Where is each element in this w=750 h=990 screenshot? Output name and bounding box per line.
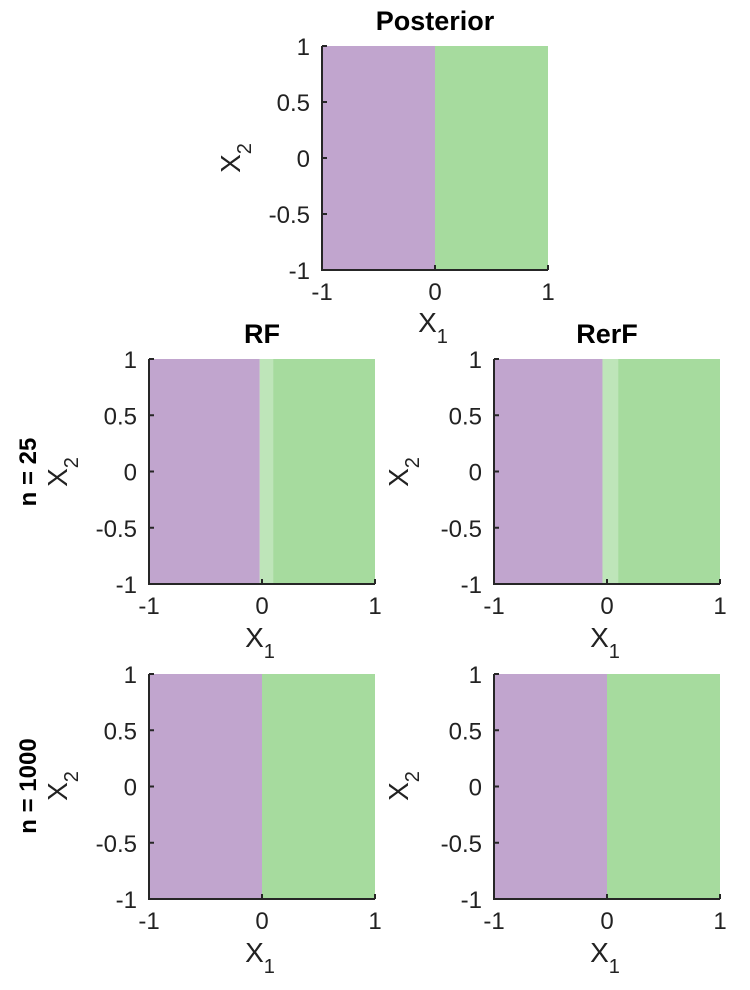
x-tick-label: 0 bbox=[600, 908, 613, 935]
y-tick-label: 1 bbox=[297, 34, 310, 61]
y-tick-label: -0.5 bbox=[441, 516, 482, 543]
y-tick-label: -1 bbox=[461, 887, 482, 914]
x-tick-label: 1 bbox=[368, 908, 381, 935]
panel-0: 1 0.5 0 -0.5 -1-1 0 1 bbox=[269, 34, 555, 306]
region-class-b bbox=[607, 674, 720, 899]
panel-title: RerF bbox=[576, 319, 638, 349]
x-tick-label: 1 bbox=[713, 593, 726, 620]
y-axis-label: X2 bbox=[215, 143, 256, 173]
x-tick-label: -1 bbox=[138, 593, 159, 620]
y-tick-label: -1 bbox=[461, 572, 482, 599]
region-class-b bbox=[435, 46, 548, 270]
y-tick-label: 1 bbox=[124, 347, 137, 374]
panel-3: 1 0.5 0 -0.5 -1-1 0 1 bbox=[96, 662, 382, 935]
panel-1: 1 0.5 0 -0.5 -1-1 0 1 bbox=[96, 347, 382, 620]
x-tick-label: 1 bbox=[713, 908, 726, 935]
y-tick-label: 0.5 bbox=[449, 718, 482, 745]
region-class-b bbox=[259, 359, 375, 584]
y-tick-label: 1 bbox=[469, 662, 482, 689]
x-axis-label: X1 bbox=[245, 622, 275, 663]
y-tick-label: 0 bbox=[124, 460, 137, 487]
y-axis-label: X2 bbox=[383, 771, 424, 801]
region-class-a bbox=[322, 46, 435, 270]
region-class-b bbox=[262, 674, 375, 899]
y-axis-label: X2 bbox=[383, 457, 424, 487]
uncertain-band bbox=[602, 359, 619, 584]
y-tick-label: 0 bbox=[124, 775, 137, 802]
y-tick-label: -1 bbox=[289, 258, 310, 285]
x-axis-label: X1 bbox=[418, 307, 448, 348]
y-tick-label: -0.5 bbox=[96, 516, 137, 543]
uncertain-band bbox=[259, 359, 274, 584]
y-tick-label: 0 bbox=[297, 146, 310, 173]
x-tick-label: -1 bbox=[138, 908, 159, 935]
region-class-a bbox=[494, 359, 603, 584]
x-tick-label: 1 bbox=[541, 279, 554, 306]
y-tick-label: 0.5 bbox=[104, 718, 137, 745]
x-tick-label: 0 bbox=[600, 593, 613, 620]
region-class-a bbox=[149, 674, 262, 899]
y-tick-label: -0.5 bbox=[269, 202, 310, 229]
x-axis-label: X1 bbox=[590, 937, 620, 978]
panel-4: 1 0.5 0 -0.5 -1-1 0 1 bbox=[441, 662, 727, 935]
region-class-b bbox=[602, 359, 720, 584]
y-tick-label: 1 bbox=[469, 347, 482, 374]
panel-title: Posterior bbox=[376, 6, 495, 36]
x-tick-label: 0 bbox=[428, 279, 441, 306]
y-tick-label: -0.5 bbox=[96, 831, 137, 858]
y-tick-label: 0.5 bbox=[104, 403, 137, 430]
x-tick-label: -1 bbox=[483, 908, 504, 935]
row-label-n1000: n = 1000 bbox=[15, 738, 42, 833]
y-axis-label: X2 bbox=[42, 771, 83, 801]
x-tick-label: -1 bbox=[483, 593, 504, 620]
panel-2: 1 0.5 0 -0.5 -1-1 0 1 bbox=[441, 347, 727, 620]
y-tick-label: -1 bbox=[116, 572, 137, 599]
x-tick-label: 1 bbox=[368, 593, 381, 620]
y-tick-label: 0.5 bbox=[449, 403, 482, 430]
y-tick-label: -1 bbox=[116, 887, 137, 914]
y-tick-label: -0.5 bbox=[441, 831, 482, 858]
row-label-n25: n = 25 bbox=[15, 438, 42, 507]
y-tick-label: 0 bbox=[469, 775, 482, 802]
y-tick-label: 0.5 bbox=[277, 90, 310, 117]
x-tick-label: 0 bbox=[255, 908, 268, 935]
x-tick-label: 0 bbox=[255, 593, 268, 620]
y-axis-label: X2 bbox=[42, 457, 83, 487]
x-axis-label: X1 bbox=[245, 937, 275, 978]
region-class-a bbox=[494, 674, 607, 899]
panel-title: RF bbox=[244, 319, 280, 349]
y-tick-label: 1 bbox=[124, 662, 137, 689]
x-tick-label: -1 bbox=[311, 279, 332, 306]
y-tick-label: 0 bbox=[469, 460, 482, 487]
x-axis-label: X1 bbox=[590, 622, 620, 663]
region-class-a bbox=[149, 359, 260, 584]
